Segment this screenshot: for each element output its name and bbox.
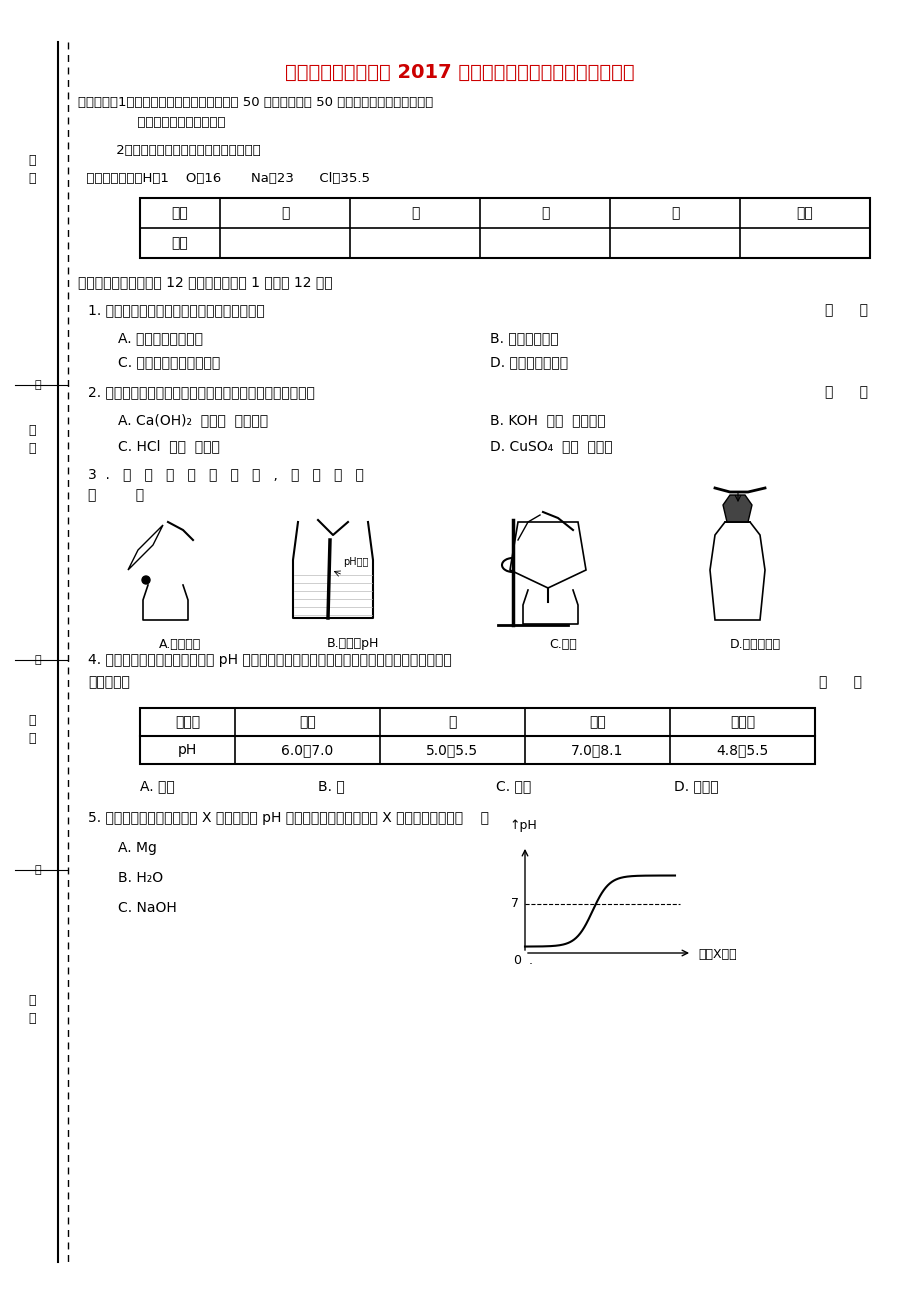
Text: ↑pH: ↑pH [508, 819, 537, 832]
Text: 的农作物是: 的农作物是 [88, 674, 130, 689]
Text: 1. 下列有关物质的用途，利用了物理性质的是: 1. 下列有关物质的用途，利用了物理性质的是 [88, 303, 265, 316]
Text: 2. 下列各组中的化学式与俗名、学名能表示同一种物质的是: 2. 下列各组中的化学式与俗名、学名能表示同一种物质的是 [88, 385, 314, 398]
Text: 相对原子质量：H：1    O：16       Na：23      Cl：35.5: 相对原子质量：H：1 O：16 Na：23 Cl：35.5 [78, 172, 369, 185]
Text: （      ）: （ ） [818, 674, 861, 689]
Text: C.过滤: C.过滤 [549, 638, 576, 651]
Text: B. KOH  烧碱  氢氧化钾: B. KOH 烧碱 氢氧化钾 [490, 413, 605, 427]
Text: 名: 名 [28, 441, 36, 454]
Text: .: . [528, 954, 532, 967]
Text: 6.0～7.0: 6.0～7.0 [281, 743, 334, 756]
Bar [140, 708, 814, 764]
Text: 4. 下表是部分农作物生长对土壤 pH 的要求。如果某地区经常降酸雨，则该地区最不适合种植: 4. 下表是部分农作物生长对土壤 pH 的要求。如果某地区经常降酸雨，则该地区最… [88, 654, 451, 667]
Text: 0: 0 [513, 954, 520, 967]
Text: 加入X的量: 加入X的量 [698, 948, 736, 961]
Text: 考: 考 [28, 154, 36, 167]
Text: A. 用稀硫酸除去铁锈: A. 用稀硫酸除去铁锈 [118, 331, 203, 345]
Polygon shape [128, 525, 163, 570]
Text: B.测溶液pH: B.测溶液pH [326, 638, 379, 651]
Text: C. NaOH: C. NaOH [118, 901, 176, 915]
Polygon shape [709, 522, 765, 620]
Text: 校: 校 [28, 1012, 36, 1025]
Text: pH试纸: pH试纸 [343, 557, 368, 566]
Text: 7.0～8.1: 7.0～8.1 [571, 743, 623, 756]
Text: 大豆: 大豆 [299, 715, 315, 729]
Text: 3  .   下   列   实   验   操   作   中   ,   正   确   的   是: 3 . 下 列 实 验 操 作 中 , 正 确 的 是 [88, 467, 364, 480]
Text: 级: 级 [28, 732, 36, 745]
Text: D. 马铃薯: D. 马铃薯 [674, 779, 718, 793]
Text: 5. 向稀盐酸中逐渐加入试剂 X 后，溶液的 pH 变化情况如图所示，试剂 X 是下列物质中的（    ）: 5. 向稀盐酸中逐渐加入试剂 X 后，溶液的 pH 变化情况如图所示，试剂 X … [88, 811, 489, 825]
Text: （      ）: （ ） [824, 303, 867, 316]
Text: D.塞紧橡皮塞: D.塞紧橡皮塞 [729, 638, 779, 651]
Text: 一: 一 [280, 206, 289, 220]
Text: 密: 密 [35, 865, 41, 875]
Text: 茶: 茶 [448, 715, 456, 729]
Text: D. CuSO₄  胆矾  硫酸铜: D. CuSO₄ 胆矾 硫酸铜 [490, 439, 612, 453]
Text: 二: 二 [411, 206, 419, 220]
Text: 题号: 题号 [172, 206, 188, 220]
Text: 河南省南阳市新野县 2017 届九年级化学下学期结业考试试题: 河南省南阳市新野县 2017 届九年级化学下学期结业考试试题 [285, 62, 634, 82]
Bar [140, 198, 869, 258]
Text: 分数: 分数 [172, 236, 188, 250]
Text: 圆珠笔直接答在试卷上。: 圆珠笔直接答在试卷上。 [78, 116, 225, 129]
Text: C. 玉米: C. 玉米 [495, 779, 530, 793]
Text: 三: 三 [540, 206, 549, 220]
Text: 4.8～5.5: 4.8～5.5 [716, 743, 767, 756]
Text: 7: 7 [510, 897, 518, 910]
Text: B. H₂O: B. H₂O [118, 871, 163, 885]
Text: 班: 班 [28, 713, 36, 727]
Polygon shape [722, 495, 751, 522]
Text: （      ）: （ ） [824, 385, 867, 398]
Text: 一、选择题（本题包括 12 个小题，每小题 1 分，共 12 分）: 一、选择题（本题包括 12 个小题，每小题 1 分，共 12 分） [78, 275, 333, 289]
Text: 农作物: 农作物 [175, 715, 199, 729]
Text: 四: 四 [670, 206, 678, 220]
Text: 学: 学 [28, 993, 36, 1006]
Text: A. Ca(OH)₂  生石灰  氢氧化钙: A. Ca(OH)₂ 生石灰 氢氧化钙 [118, 413, 267, 427]
Text: （         ）: （ ） [88, 488, 144, 503]
Text: 姓: 姓 [28, 423, 36, 436]
Text: A. 大豆: A. 大豆 [140, 779, 175, 793]
Text: B. 茶: B. 茶 [318, 779, 345, 793]
Text: 5.0～5.5: 5.0～5.5 [426, 743, 478, 756]
Text: pH: pH [177, 743, 197, 756]
Text: C. HCl  盐酸  氢氯酸: C. HCl 盐酸 氢氯酸 [118, 439, 220, 453]
Text: 密: 密 [35, 655, 41, 665]
Text: 密: 密 [35, 380, 41, 391]
Text: B. 用氢气作燃料: B. 用氢气作燃料 [490, 331, 558, 345]
Text: C. 用熟石灰改良酸性土壤: C. 用熟石灰改良酸性土壤 [118, 355, 220, 368]
Text: 号: 号 [28, 172, 36, 185]
Text: 马铃薯: 马铃薯 [729, 715, 754, 729]
Circle shape [142, 575, 150, 585]
Text: A. Mg: A. Mg [118, 841, 157, 855]
Text: D. 用干冰人工降雨: D. 用干冰人工降雨 [490, 355, 568, 368]
Polygon shape [509, 522, 585, 589]
Text: 2、答卷前将密封线内的项目填写清楚。: 2、答卷前将密封线内的项目填写清楚。 [78, 143, 260, 156]
Text: 注意事项：1、本试题共四页，四大题，满分 50 分；考试时间 50 分钟，请用蓝、黑色水笔或: 注意事项：1、本试题共四页，四大题，满分 50 分；考试时间 50 分钟，请用蓝… [78, 96, 433, 109]
Text: 总分: 总分 [796, 206, 812, 220]
Text: 玉米: 玉米 [588, 715, 606, 729]
Text: A.倾倒液体: A.倾倒液体 [159, 638, 201, 651]
